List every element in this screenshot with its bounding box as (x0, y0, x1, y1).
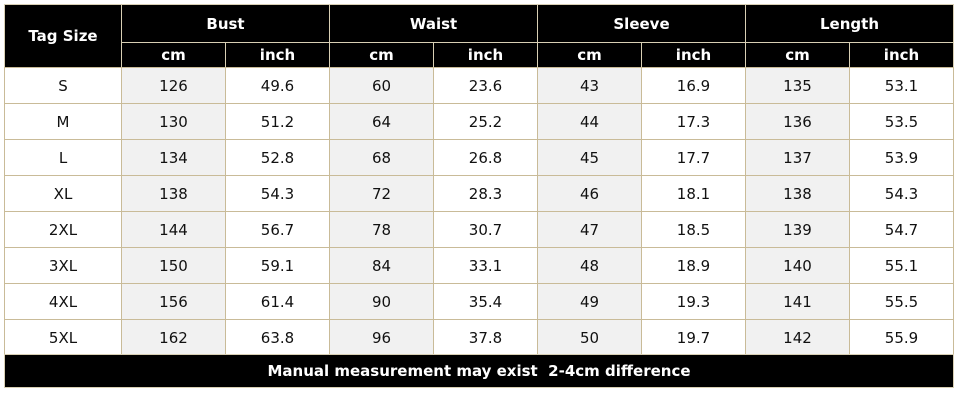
value-cell: 55.9 (849, 319, 954, 356)
group-header: Waist (329, 4, 538, 43)
value-cell: 46 (537, 175, 642, 212)
value-cell: 139 (745, 211, 850, 248)
value-cell: 60 (329, 67, 434, 104)
value-cell: 138 (745, 175, 850, 212)
value-cell: 44 (537, 103, 642, 140)
value-cell: 16.9 (641, 67, 746, 104)
group-header: Bust (121, 4, 330, 43)
value-cell: 43 (537, 67, 642, 104)
value-cell: 50 (537, 319, 642, 356)
size-cell: 4XL (4, 283, 122, 320)
value-cell: 33.1 (433, 247, 538, 284)
value-cell: 49.6 (225, 67, 330, 104)
value-cell: 141 (745, 283, 850, 320)
value-cell: 53.9 (849, 139, 954, 176)
value-cell: 47 (537, 211, 642, 248)
unit-header: inch (433, 42, 538, 68)
value-cell: 25.2 (433, 103, 538, 140)
value-cell: 130 (121, 103, 226, 140)
value-cell: 17.7 (641, 139, 746, 176)
value-cell: 19.7 (641, 319, 746, 356)
unit-header: cm (121, 42, 226, 68)
value-cell: 63.8 (225, 319, 330, 356)
value-cell: 18.1 (641, 175, 746, 212)
value-cell: 37.8 (433, 319, 538, 356)
value-cell: 55.1 (849, 247, 954, 284)
value-cell: 59.1 (225, 247, 330, 284)
value-cell: 18.5 (641, 211, 746, 248)
unit-header: inch (225, 42, 330, 68)
value-cell: 53.1 (849, 67, 954, 104)
value-cell: 72 (329, 175, 434, 212)
value-cell: 53.5 (849, 103, 954, 140)
group-header: Length (745, 4, 954, 43)
size-cell: XL (4, 175, 122, 212)
size-cell: 3XL (4, 247, 122, 284)
corner-header: Tag Size (4, 4, 122, 68)
value-cell: 54.7 (849, 211, 954, 248)
size-cell: 2XL (4, 211, 122, 248)
value-cell: 156 (121, 283, 226, 320)
value-cell: 136 (745, 103, 850, 140)
unit-header: cm (537, 42, 642, 68)
value-cell: 96 (329, 319, 434, 356)
value-cell: 17.3 (641, 103, 746, 140)
value-cell: 137 (745, 139, 850, 176)
value-cell: 28.3 (433, 175, 538, 212)
size-cell: S (4, 67, 122, 104)
unit-header: cm (329, 42, 434, 68)
unit-header: cm (745, 42, 850, 68)
value-cell: 52.8 (225, 139, 330, 176)
value-cell: 49 (537, 283, 642, 320)
value-cell: 61.4 (225, 283, 330, 320)
value-cell: 144 (121, 211, 226, 248)
value-cell: 51.2 (225, 103, 330, 140)
value-cell: 162 (121, 319, 226, 356)
value-cell: 23.6 (433, 67, 538, 104)
size-cell: L (4, 139, 122, 176)
value-cell: 84 (329, 247, 434, 284)
group-header: Sleeve (537, 4, 746, 43)
value-cell: 68 (329, 139, 434, 176)
value-cell: 48 (537, 247, 642, 284)
value-cell: 54.3 (849, 175, 954, 212)
value-cell: 138 (121, 175, 226, 212)
value-cell: 30.7 (433, 211, 538, 248)
unit-header: inch (849, 42, 954, 68)
value-cell: 56.7 (225, 211, 330, 248)
value-cell: 54.3 (225, 175, 330, 212)
value-cell: 35.4 (433, 283, 538, 320)
footer-note: Manual measurement may exist 2-4cm diffe… (4, 354, 954, 388)
value-cell: 26.8 (433, 139, 538, 176)
value-cell: 140 (745, 247, 850, 284)
value-cell: 55.5 (849, 283, 954, 320)
value-cell: 126 (121, 67, 226, 104)
value-cell: 78 (329, 211, 434, 248)
value-cell: 134 (121, 139, 226, 176)
value-cell: 135 (745, 67, 850, 104)
size-cell: 5XL (4, 319, 122, 356)
value-cell: 90 (329, 283, 434, 320)
size-cell: M (4, 103, 122, 140)
value-cell: 18.9 (641, 247, 746, 284)
unit-header: inch (641, 42, 746, 68)
value-cell: 45 (537, 139, 642, 176)
value-cell: 19.3 (641, 283, 746, 320)
value-cell: 150 (121, 247, 226, 284)
value-cell: 64 (329, 103, 434, 140)
value-cell: 142 (745, 319, 850, 356)
